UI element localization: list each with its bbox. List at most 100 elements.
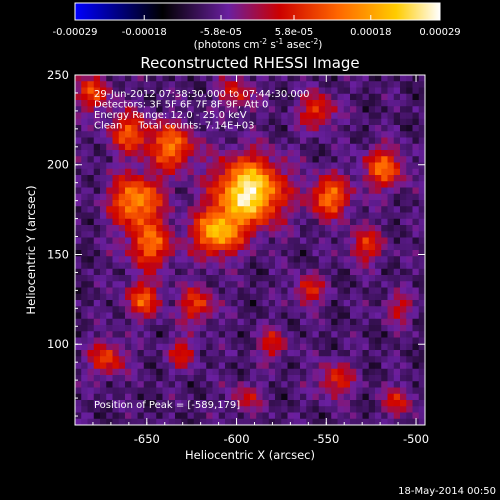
heatmap-cell [412,406,420,413]
heatmap-cell [306,175,313,182]
heatmap-cell [381,212,388,220]
heatmap-cell [375,275,382,282]
heatmap-cell [206,287,213,295]
heatmap-cell [212,268,220,276]
heatmap-cell [181,175,188,182]
heatmap-cell [318,387,326,395]
heatmap-cell [381,350,388,357]
heatmap-cell [162,106,170,113]
heatmap-cell [187,125,195,132]
heatmap-cell [156,406,163,413]
footer-date: 18-May-2014 00:50 [398,486,496,497]
heatmap-cell [393,381,401,388]
heatmap-cell [412,187,420,195]
heatmap-cell [81,356,88,363]
heatmap-cell [325,381,332,388]
heatmap-cell [306,381,313,388]
heatmap-cell [100,287,107,295]
heatmap-cell [218,343,226,351]
heatmap-cell [306,287,313,295]
heatmap-cell [156,318,163,326]
heatmap-cell [356,362,363,370]
heatmap-cell [293,293,301,301]
heatmap-cell [412,337,420,345]
heatmap-cell [206,225,213,232]
heatmap-cell [218,143,226,151]
heatmap-cell [93,412,101,420]
heatmap-cell [100,318,107,326]
heatmap-cell [331,150,338,157]
heatmap-cell [368,100,376,107]
heatmap-cell [93,131,101,138]
y-tick-label: 200 [47,158,69,172]
heatmap-cell [93,362,101,370]
heatmap-cell [200,231,207,238]
heatmap-cell [368,325,376,332]
heatmap-cell [343,100,351,107]
heatmap-cell [362,350,370,357]
heatmap-cell [75,312,82,320]
heatmap-cell [150,350,157,357]
heatmap-cell [256,331,263,338]
heatmap-cell [112,212,120,220]
heatmap-cell [206,87,213,95]
heatmap-cell [200,412,207,420]
heatmap-cell [306,325,313,332]
heatmap-cell [418,112,426,120]
heatmap-cell [368,275,376,282]
heatmap-cell [362,381,370,388]
heatmap-cell [375,306,382,313]
heatmap-cell [106,400,113,407]
heatmap-cell [312,418,320,426]
heatmap-cell [343,312,351,320]
heatmap-cell [400,75,407,82]
heatmap-cell [87,287,95,295]
heatmap-cell [125,331,132,338]
heatmap-cell [106,212,113,220]
heatmap-cell [218,381,226,388]
heatmap-cell [356,243,363,251]
heatmap-cell [412,393,420,401]
heatmap-cell [212,293,220,301]
heatmap-cell [181,181,188,188]
heatmap-cell [350,356,357,363]
heatmap-cell [118,268,126,276]
heatmap-cell [162,312,170,320]
heatmap-cell [275,375,282,382]
heatmap-cell [187,318,195,326]
heatmap-cell [375,362,382,370]
heatmap-cell [325,312,332,320]
heatmap-cell [387,275,395,282]
heatmap-cell [400,418,407,426]
heatmap-cell [337,212,345,220]
heatmap-cell [131,356,138,363]
heatmap-cell [256,381,263,388]
heatmap-cell [181,200,188,207]
heatmap-cell [381,87,388,95]
heatmap-cell [312,150,320,157]
heatmap-cell [125,131,132,138]
heatmap-cell [175,150,182,157]
heatmap-cell [175,312,182,320]
heatmap-cell [150,306,157,313]
heatmap-cell [162,212,170,220]
heatmap-cell [81,318,88,326]
heatmap-cell [325,412,332,420]
heatmap-cell [137,368,145,376]
heatmap-cell [356,381,363,388]
heatmap-cell [293,318,301,326]
heatmap-cell [281,212,288,220]
heatmap-cell [343,293,351,301]
heatmap-cell [187,100,195,107]
heatmap-cell [187,87,195,95]
heatmap-cell [400,400,407,407]
heatmap-cell [293,406,301,413]
heatmap-cell [250,412,257,420]
heatmap-cell [218,187,226,195]
heatmap-cell [256,400,263,407]
heatmap-cell [237,118,245,126]
heatmap-cell [206,156,213,163]
heatmap-cell [268,87,276,95]
heatmap-cell [287,281,295,288]
heatmap-cell [412,106,420,113]
